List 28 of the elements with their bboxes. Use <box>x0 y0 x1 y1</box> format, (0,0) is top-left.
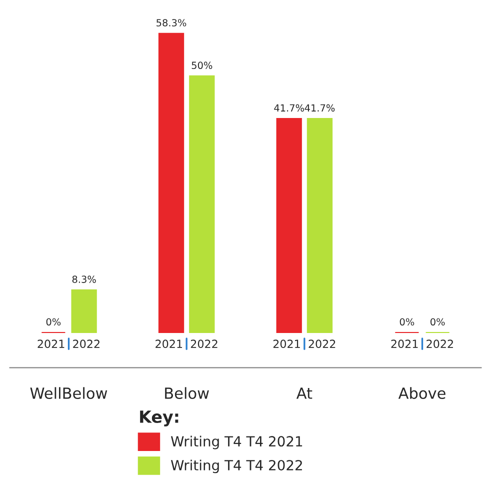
text: 2021 <box>38 340 64 348</box>
text: 2022 <box>308 340 336 348</box>
x-tick-label: WellBelow <box>30 387 108 399</box>
data-label: 50% <box>192 62 212 70</box>
legend-label: Writing T4 T4 2021 <box>170 436 302 450</box>
bar <box>158 32 184 333</box>
text: 2021 <box>156 340 182 348</box>
text: 2022 <box>190 340 218 348</box>
data-label: 8.3% <box>72 276 96 283</box>
data-label: 0% <box>430 318 445 326</box>
bar <box>276 118 302 333</box>
text: 2021 <box>273 340 300 348</box>
data-label: 41.7% <box>304 104 335 112</box>
legend-title: Key: <box>140 410 178 426</box>
data-label: 0% <box>46 318 61 326</box>
text: 2021 <box>391 340 418 348</box>
bar <box>189 75 215 333</box>
data-label: 58.3% <box>156 19 186 26</box>
bar <box>71 289 97 333</box>
x-tick-label: At <box>296 388 312 399</box>
legend-label: Writing T4 T4 2022 <box>170 460 302 474</box>
text: 2022 <box>426 340 453 348</box>
bar <box>306 118 333 333</box>
x-tick-label: Below <box>165 387 209 399</box>
data-label: 41.7% <box>274 104 304 112</box>
data-label: 0% <box>400 318 414 326</box>
x-tick-label: Above <box>398 387 446 399</box>
text: 2022 <box>73 340 100 348</box>
